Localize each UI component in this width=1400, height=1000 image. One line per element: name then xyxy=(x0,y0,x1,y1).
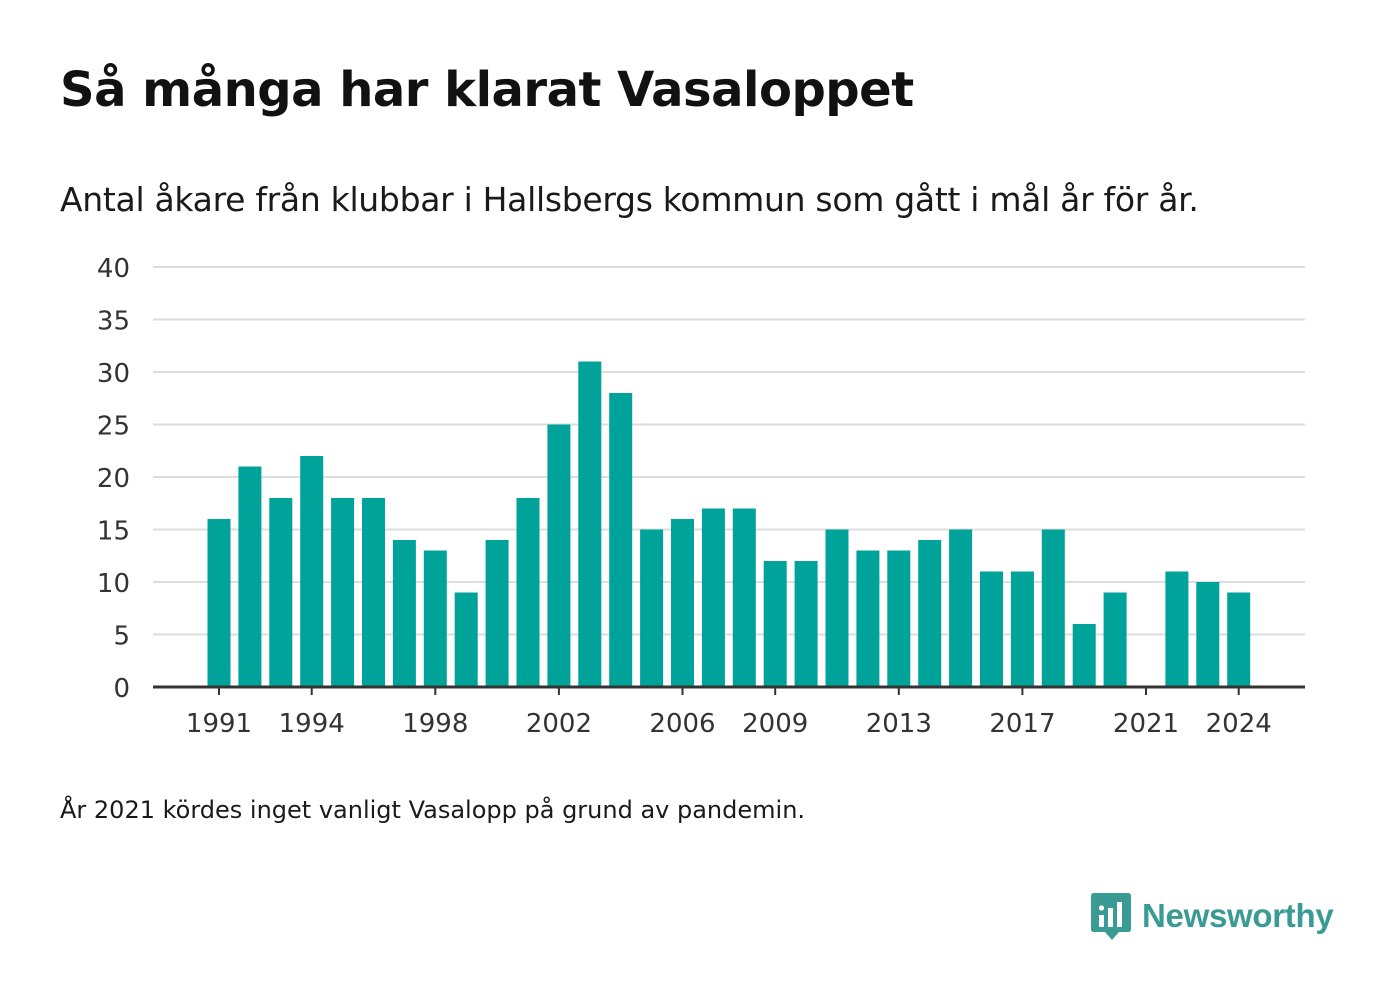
bar-2008 xyxy=(732,508,756,687)
bar-2019 xyxy=(1072,624,1096,687)
bar-1996 xyxy=(362,498,385,687)
x-tick-label: 1994 xyxy=(279,709,345,739)
bar-1994 xyxy=(300,456,324,687)
bar-2013 xyxy=(887,550,911,687)
x-tick-label: 2017 xyxy=(989,709,1055,739)
bar-2020 xyxy=(1103,592,1127,687)
x-tick-label: 2021 xyxy=(1113,709,1179,739)
x-tick-label: 1998 xyxy=(402,709,468,739)
bar-2000 xyxy=(485,540,509,687)
x-tick-label: 2024 xyxy=(1206,709,1272,739)
bar-1999 xyxy=(454,592,478,687)
bar-2012 xyxy=(856,550,880,687)
y-tick-label: 35 xyxy=(97,307,130,337)
brand-name: Newsworthy xyxy=(1142,897,1334,934)
y-tick-label: 0 xyxy=(113,674,130,704)
bar-2005 xyxy=(640,529,664,687)
y-tick-label: 15 xyxy=(97,517,130,547)
x-tick-label: 2006 xyxy=(649,709,715,739)
bar-2014 xyxy=(918,540,942,687)
bar-2016 xyxy=(980,571,1003,687)
bar-1995 xyxy=(331,498,355,687)
bar-2022 xyxy=(1165,571,1189,687)
x-tick-label: 1991 xyxy=(186,709,252,739)
bar-2009 xyxy=(763,561,787,687)
y-tick-label: 20 xyxy=(97,464,130,494)
bar-2023 xyxy=(1196,582,1220,687)
bar-1998 xyxy=(423,550,447,687)
bar-2024 xyxy=(1227,592,1251,687)
x-tick-label: 2009 xyxy=(742,709,808,739)
chart-footnote: År 2021 kördes inget vanligt Vasalopp på… xyxy=(60,796,806,824)
y-tick-label: 5 xyxy=(113,622,130,652)
bar-2007 xyxy=(701,508,725,687)
bar-chart: 0 5 10 15 20 25 30 35 40 1991 1994 1998 2002 2006 2009… xyxy=(97,254,1305,739)
y-tick-label: 40 xyxy=(97,254,130,284)
bar-2011 xyxy=(825,529,849,687)
bar-1997 xyxy=(392,540,416,687)
bar-2018 xyxy=(1041,529,1065,687)
chart-title: Så många har klarat Vasaloppet xyxy=(60,62,914,118)
bar-1992 xyxy=(238,466,262,687)
x-tick-label: 2002 xyxy=(526,709,592,739)
bar-2003 xyxy=(578,361,602,687)
bar-2002 xyxy=(547,424,571,687)
y-tick-label: 30 xyxy=(97,359,130,389)
bar-1993 xyxy=(269,498,293,687)
chart-subtitle: Antal åkare från klubbar i Hallsbergs ko… xyxy=(60,180,1199,219)
newsworthy-logo-icon xyxy=(1091,893,1131,940)
bar-2006 xyxy=(671,519,694,687)
bar-2017 xyxy=(1010,571,1034,687)
bar-1991 xyxy=(207,519,231,687)
bar-2004 xyxy=(609,393,633,687)
y-tick-label: 25 xyxy=(97,412,130,442)
y-tick-label: 10 xyxy=(97,569,130,599)
bar-2015 xyxy=(949,529,973,687)
bar-2001 xyxy=(516,498,540,687)
bar-2010 xyxy=(794,561,818,687)
x-tick-label: 2013 xyxy=(866,709,932,739)
brand-logo: Newsworthy xyxy=(1090,890,1334,942)
